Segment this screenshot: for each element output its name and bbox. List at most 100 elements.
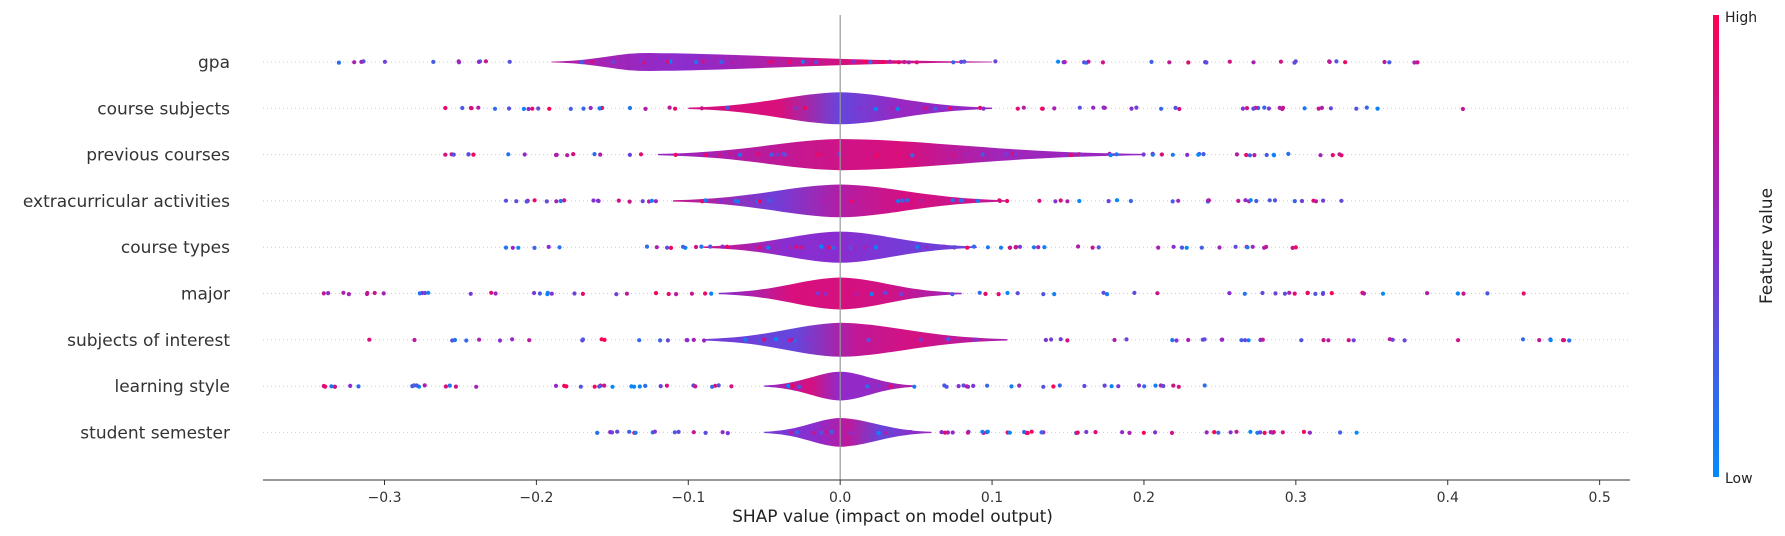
shap-point [719,59,724,65]
shap-point [848,199,854,204]
shap-point [1245,245,1250,250]
shap-point [1248,429,1253,434]
shap-point [1264,244,1269,249]
shap-point [1101,105,1106,110]
shap-point [506,152,511,157]
shap-point [703,198,708,203]
shap-point [1120,430,1125,435]
shap-point [1273,291,1278,296]
shap-point [590,59,595,64]
feature-rows: gpa course subjects previous courses extrac… [23,53,1630,447]
shap-point [1184,245,1189,250]
shap-point [1112,337,1117,343]
shap-point [1305,290,1310,296]
shap-point [1013,152,1019,157]
shap-point [326,291,331,296]
shap-point [1243,338,1248,343]
shap-point [1266,106,1271,111]
shap-point [558,198,563,204]
shap-point [831,245,836,250]
shap-point [578,384,583,389]
shap-point [1271,430,1276,435]
shap-point [997,198,1002,203]
shap-point [1217,245,1222,250]
shap-point [941,106,946,111]
shap-point [1041,384,1046,389]
shap-point [951,153,956,158]
shap-point [1173,105,1178,110]
shap-point [725,105,730,110]
shap-point [1351,338,1356,343]
shap-point [1318,153,1323,158]
shap-point [775,152,780,157]
shap-point [1246,338,1251,343]
x-tick-label: 0.5 [1588,490,1610,506]
shap-point [493,291,498,296]
shap-point [888,384,893,389]
shap-point [614,292,619,297]
shap-point [1264,152,1269,158]
shap-point [1102,383,1107,388]
shap-point [709,291,714,296]
shap-point [720,244,725,249]
feature-row: major [181,277,1630,310]
shap-point [790,337,795,342]
shap-point [1267,198,1272,203]
shap-point [627,199,632,204]
shap-point [699,106,705,111]
shap-point [1005,290,1010,296]
shap-point [615,429,620,434]
shap-point [1174,338,1179,343]
shap-point [414,383,419,388]
shap-point [723,152,729,157]
shap-point [1375,106,1380,111]
shap-point [1227,59,1232,64]
shap-point [874,153,879,158]
shap-point [965,430,971,435]
shap-point [703,291,708,296]
shap-point [641,60,646,65]
shap-point [975,198,981,203]
shap-point [1108,153,1113,158]
colorbar-title: Feature value [1757,188,1777,304]
shap-point [900,198,905,203]
shap-point [1282,291,1287,296]
shap-point [346,292,351,297]
shap-point [1156,245,1161,250]
shap-point [477,337,482,342]
shap-point [1141,430,1146,435]
shap-point [1313,291,1318,296]
shap-point [658,338,663,343]
shap-point [862,245,867,250]
shap-point [544,199,549,204]
shap-point [1354,430,1359,435]
shap-point [1076,152,1081,157]
shap-point [530,106,535,111]
shap-point [1250,244,1255,249]
shap-point [908,430,913,435]
shap-point [598,152,603,157]
shap-point [492,106,498,111]
shap-point [985,245,991,250]
shap-point [668,245,674,250]
shap-point [1040,106,1045,111]
shap-point [545,292,550,297]
shap-point [554,199,559,204]
shap-point [410,384,415,389]
shap-point [329,384,334,389]
shap-point [676,429,681,434]
shap-point [1077,105,1082,110]
shap-point [769,152,774,157]
shap-point [1091,105,1096,110]
shap-point [882,429,887,435]
shap-point [1354,106,1359,111]
feature-label: major [181,285,230,305]
shap-point [684,338,689,343]
shap-point [1065,338,1070,343]
shap-point [757,199,762,204]
shap-point [1227,291,1232,296]
shap-point [359,59,364,64]
shap-point [790,383,795,388]
shap-point [811,430,817,435]
shap-point [1201,152,1206,157]
